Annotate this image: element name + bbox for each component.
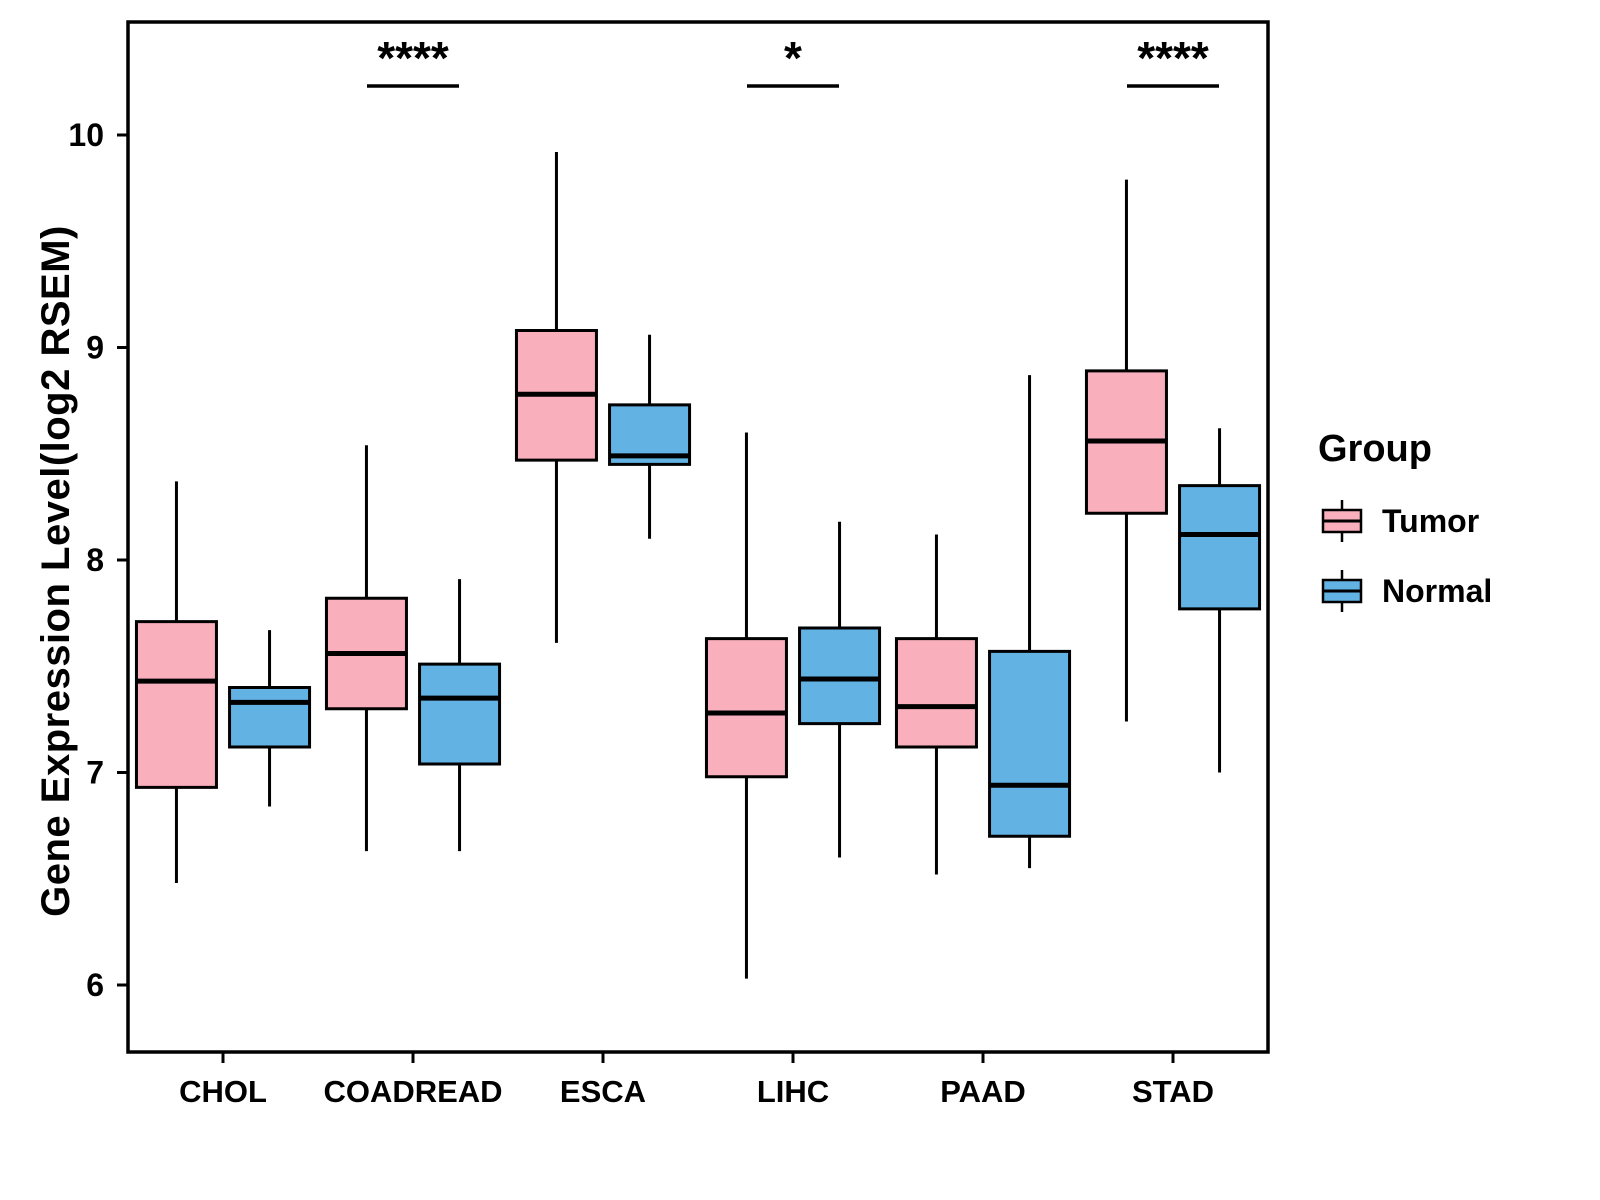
box-tumor-paad [894, 637, 978, 749]
box-normal-paad [988, 649, 1072, 838]
y-tick-label: 9 [86, 330, 104, 366]
legend-entry-tumor: Tumor [1318, 497, 1492, 545]
tumor-boxplot-key-icon [1321, 500, 1363, 542]
legend-title: Group [1318, 428, 1432, 470]
x-tick-label: LIHC [757, 1074, 829, 1109]
legend: Group Tumor Normal [1318, 428, 1492, 637]
box-tumor-lihc [704, 637, 788, 779]
panel-border [126, 20, 1270, 1054]
legend-entry-label: Normal [1382, 572, 1493, 609]
y-tick-label: 8 [86, 542, 104, 578]
normal-boxplot-key-icon [1321, 570, 1363, 612]
box-normal-lihc [798, 626, 882, 726]
y-tick-label: 7 [86, 755, 104, 791]
legend-entry-label: Tumor [1382, 502, 1480, 539]
y-tick-label: 10 [68, 117, 104, 153]
significance-label-lihc: * [784, 32, 802, 84]
box-normal-stad [1178, 484, 1262, 611]
y-axis-title: Gene Expression Level(log2 RSEM) [34, 225, 78, 917]
y-tick-label: 6 [86, 967, 104, 1003]
legend-entry-normal: Normal [1318, 567, 1492, 615]
x-tick-label: ESCA [560, 1074, 646, 1109]
x-tick-label: STAD [1132, 1074, 1214, 1109]
x-tick-label: COADREAD [323, 1074, 502, 1109]
x-tick-label: PAAD [940, 1074, 1026, 1109]
box-normal-coadread [418, 662, 502, 766]
x-tick-label: CHOL [179, 1074, 267, 1109]
significance-label-stad: **** [1137, 32, 1209, 84]
box-normal-chol [228, 686, 312, 749]
significance-label-coadread: **** [377, 32, 449, 84]
box-tumor-chol [134, 620, 218, 789]
